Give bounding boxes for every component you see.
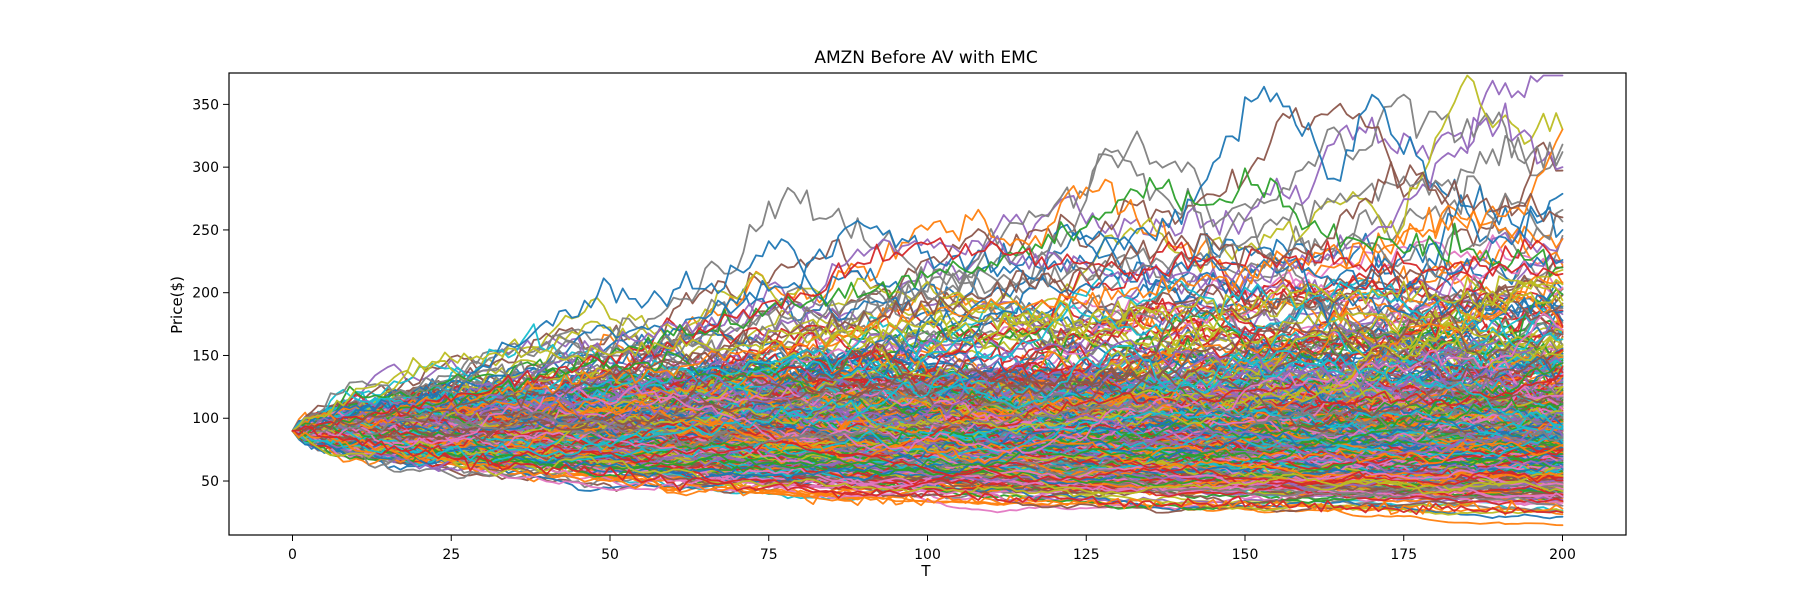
monte-carlo-path (291, 394, 1564, 447)
monte-carlo-path (291, 398, 1564, 478)
x-tick-label: 0 (288, 547, 297, 563)
x-tick-label: 100 (914, 547, 941, 563)
highlight-path (291, 128, 1564, 432)
monte-carlo-path (291, 102, 1564, 433)
y-tick-label: 200 (192, 286, 219, 302)
y-tick-label: 50 (201, 474, 219, 490)
x-tick-label: 125 (1073, 547, 1100, 563)
y-tick-label: 350 (192, 97, 219, 113)
x-axis-label: T (920, 562, 931, 580)
x-tick-label: 175 (1390, 547, 1417, 563)
highlight-path (291, 102, 1564, 432)
monte-carlo-path (291, 312, 1564, 454)
monte-carlo-path (291, 344, 1564, 462)
highlight-path (291, 85, 1564, 435)
y-axis-label: Price($) (168, 276, 186, 334)
highlight-path (291, 280, 1564, 432)
x-tick-label: 25 (442, 547, 460, 563)
highlight-path (291, 429, 1564, 516)
monte-carlo-path (291, 385, 1564, 459)
x-tick-label: 200 (1549, 547, 1576, 563)
monte-carlo-path (291, 367, 1564, 444)
monte-carlo-path (291, 415, 1564, 481)
highlight-path (291, 425, 1564, 516)
monte-carlo-path (291, 397, 1564, 467)
y-tick-label: 250 (192, 223, 219, 239)
highlight-path (291, 167, 1564, 437)
x-tick-label: 50 (601, 547, 619, 563)
x-tick-label: 75 (760, 547, 778, 563)
monte-carlo-path (291, 402, 1564, 460)
highlight-path (291, 134, 1564, 432)
monte-carlo-path (291, 308, 1564, 445)
line-series-group (291, 74, 1564, 527)
x-tick-label: 150 (1232, 547, 1259, 563)
monte-carlo-path (291, 280, 1564, 432)
monte-carlo-path (291, 429, 1564, 498)
chart-title: AMZN Before AV with EMC (814, 48, 1037, 68)
axes-group: 0 25 50 75 100 125 150 175 200 50 100 150 200 250 300 3… (192, 97, 1576, 563)
monte-carlo-path (291, 423, 1564, 487)
monte-carlo-path (291, 396, 1564, 465)
y-tick-label: 100 (192, 411, 219, 427)
highlight-path (291, 161, 1564, 432)
monte-carlo-path (291, 238, 1564, 432)
monte-carlo-path (291, 426, 1564, 486)
highlight-path (291, 237, 1564, 436)
y-tick-label: 150 (192, 348, 219, 364)
y-tick-label: 300 (192, 160, 219, 176)
monte-carlo-path (291, 376, 1564, 462)
monte-carlo-path (291, 74, 1564, 440)
monte-carlo-path (291, 418, 1564, 496)
monte-carlo-path (291, 147, 1564, 432)
